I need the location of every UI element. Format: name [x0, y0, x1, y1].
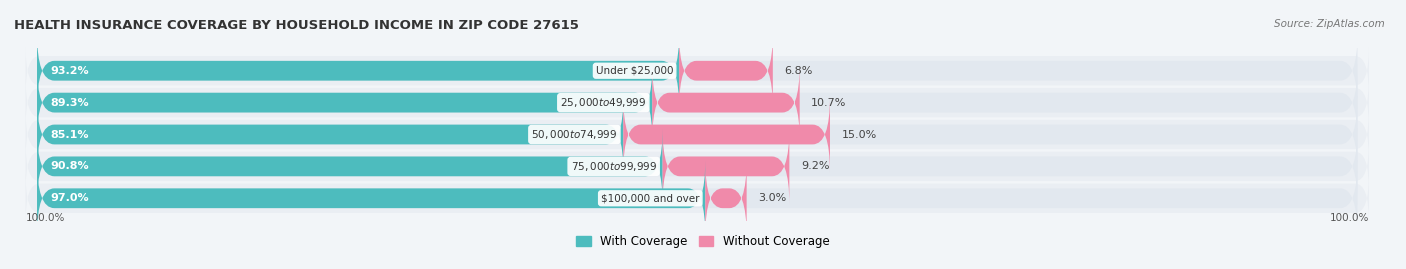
FancyBboxPatch shape [37, 97, 1358, 172]
Text: 85.1%: 85.1% [51, 129, 90, 140]
FancyBboxPatch shape [37, 33, 679, 109]
FancyBboxPatch shape [25, 143, 1369, 190]
FancyBboxPatch shape [662, 128, 789, 204]
FancyBboxPatch shape [37, 128, 1358, 204]
FancyBboxPatch shape [37, 160, 706, 236]
Text: 100.0%: 100.0% [25, 213, 65, 223]
FancyBboxPatch shape [623, 97, 830, 172]
Text: 10.7%: 10.7% [811, 98, 846, 108]
FancyBboxPatch shape [25, 111, 1369, 158]
FancyBboxPatch shape [37, 33, 1358, 109]
FancyBboxPatch shape [25, 79, 1369, 126]
Text: $100,000 and over: $100,000 and over [600, 193, 700, 203]
FancyBboxPatch shape [37, 97, 623, 172]
FancyBboxPatch shape [37, 128, 662, 204]
FancyBboxPatch shape [706, 160, 747, 236]
Text: Under $25,000: Under $25,000 [596, 66, 673, 76]
Text: 89.3%: 89.3% [51, 98, 90, 108]
Text: 6.8%: 6.8% [785, 66, 813, 76]
FancyBboxPatch shape [652, 65, 800, 141]
Text: 97.0%: 97.0% [51, 193, 90, 203]
Text: HEALTH INSURANCE COVERAGE BY HOUSEHOLD INCOME IN ZIP CODE 27615: HEALTH INSURANCE COVERAGE BY HOUSEHOLD I… [14, 19, 579, 32]
Text: 90.8%: 90.8% [51, 161, 90, 171]
Text: 3.0%: 3.0% [758, 193, 786, 203]
Text: 93.2%: 93.2% [51, 66, 90, 76]
Text: 9.2%: 9.2% [801, 161, 830, 171]
FancyBboxPatch shape [25, 47, 1369, 94]
Text: 15.0%: 15.0% [841, 129, 877, 140]
Text: $25,000 to $49,999: $25,000 to $49,999 [560, 96, 647, 109]
FancyBboxPatch shape [37, 65, 652, 141]
FancyBboxPatch shape [37, 160, 1358, 236]
Text: Source: ZipAtlas.com: Source: ZipAtlas.com [1274, 19, 1385, 29]
FancyBboxPatch shape [25, 175, 1369, 222]
Text: $75,000 to $99,999: $75,000 to $99,999 [571, 160, 657, 173]
FancyBboxPatch shape [37, 65, 1358, 141]
Text: $50,000 to $74,999: $50,000 to $74,999 [531, 128, 617, 141]
Legend: With Coverage, Without Coverage: With Coverage, Without Coverage [572, 230, 834, 253]
FancyBboxPatch shape [679, 33, 773, 109]
Text: 100.0%: 100.0% [1330, 213, 1369, 223]
